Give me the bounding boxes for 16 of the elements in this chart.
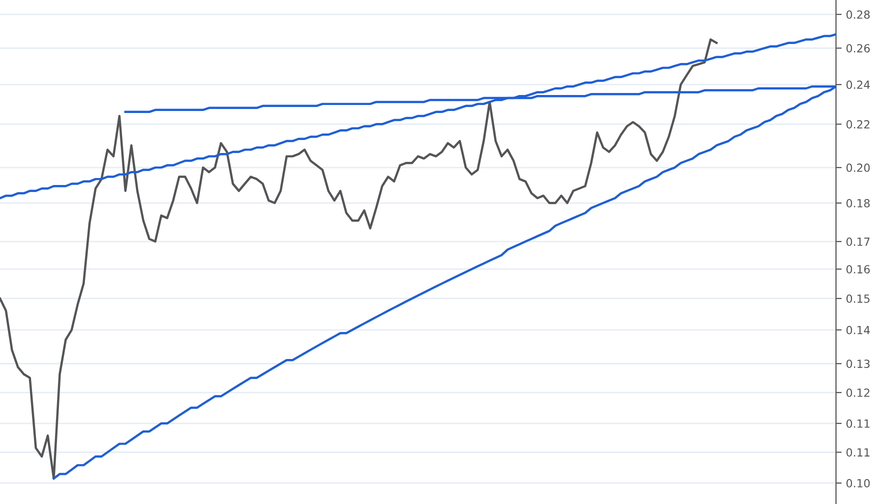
y-tick-label: 0.11 xyxy=(846,419,870,428)
y-tick-label: 0.11 xyxy=(846,448,870,457)
y-tick-label: 0.14 xyxy=(846,326,870,334)
line-series xyxy=(0,38,718,480)
y-tick-label: 0.13 xyxy=(846,360,870,368)
y-tick-label: 0.16 xyxy=(846,265,870,274)
y-tick-label: 0.15 xyxy=(846,294,870,303)
y-tick-label: 0.22 xyxy=(846,120,870,129)
y-tick-label: 0.28 xyxy=(846,10,870,19)
y-tick-label: 0.10 xyxy=(846,479,870,488)
y-tick-label: 0.17 xyxy=(846,237,870,246)
y-tick-label: 0.12 xyxy=(846,388,870,397)
y-tick-label: 0.26 xyxy=(846,44,870,53)
y-tick-label: 0.20 xyxy=(846,164,870,172)
y-tick-label: 0.24 xyxy=(846,80,870,89)
y-tick-label: 0.18 xyxy=(846,199,870,208)
